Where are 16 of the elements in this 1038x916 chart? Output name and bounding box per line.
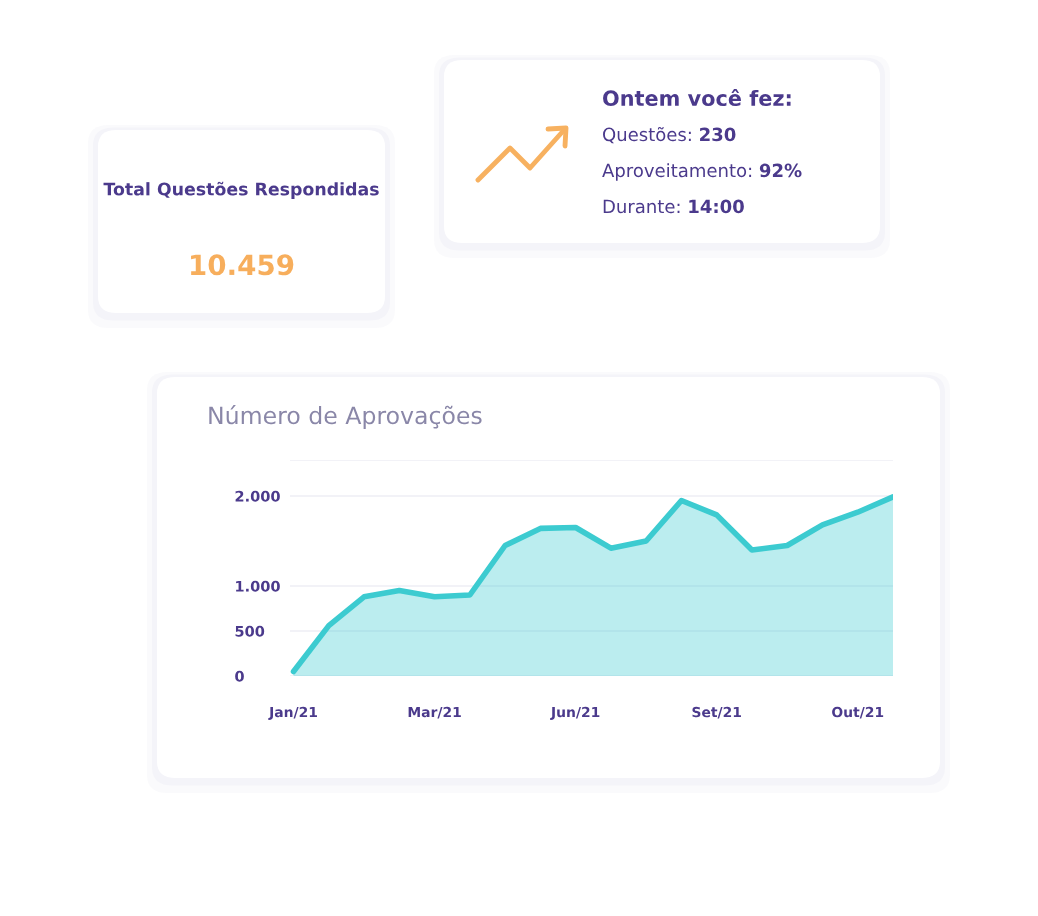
y-tick-label: 500 [235, 625, 265, 637]
x-tick-label: Jan/21 [268, 706, 317, 720]
x-tick-label: Jun/21 [550, 706, 600, 720]
text: Ontem você fez: [603, 89, 791, 107]
text: Durante: 14:00 [603, 199, 744, 214]
x-tick-label: Out/21 [832, 706, 884, 719]
y-tick-label: 0 [235, 670, 244, 682]
y-tick-label: 1.000 [236, 580, 280, 592]
y-tick-label: 2.000 [235, 490, 280, 502]
text: 10.459 [191, 254, 294, 276]
x-tick-label: Mar/21 [408, 706, 461, 719]
x-tick-label: Set/21 [692, 706, 741, 719]
text: Aproveitamento: 92% [602, 163, 802, 181]
text: Total Questões Respondidas [103, 181, 379, 199]
chart-title: Número de Aprovações [209, 405, 482, 429]
text: Questões: 230 [603, 126, 736, 144]
